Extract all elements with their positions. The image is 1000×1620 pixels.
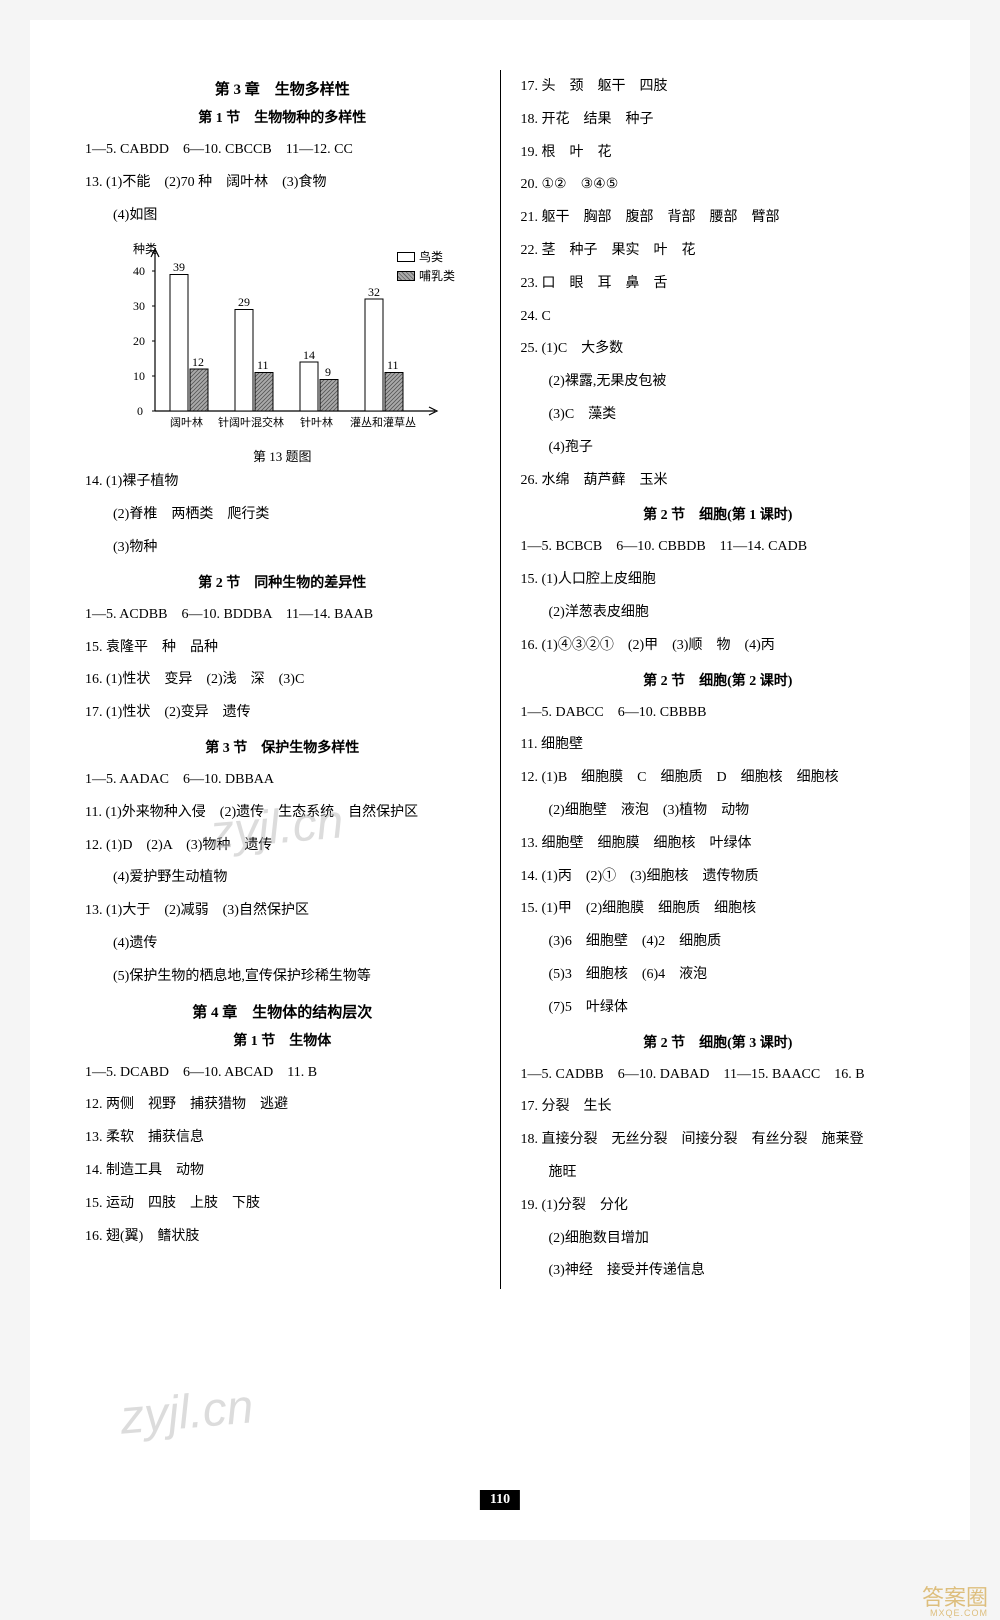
svg-text:32: 32	[368, 285, 380, 299]
answer-line: 11. 细胞壁	[521, 730, 916, 761]
answer-line: (7)5 叶绿体	[521, 993, 916, 1024]
answer-line: 20. ①② ③④⑤	[521, 170, 916, 201]
answer-line: (3)C 藻类	[521, 400, 916, 431]
left-column: 第 3 章 生物多样性 第 1 节 生物物种的多样性 1—5. CABDD 6—…	[70, 70, 495, 1289]
answer-line: (3)神经 接受并传递信息	[521, 1256, 916, 1287]
answer-line: 15. (1)人口腔上皮细胞	[521, 565, 916, 596]
svg-text:阔叶林: 阔叶林	[170, 415, 203, 429]
svg-text:30: 30	[133, 299, 145, 313]
svg-text:针叶林: 针叶林	[300, 415, 333, 429]
legend-label: 鸟类	[419, 248, 443, 265]
answer-line: (3)6 细胞壁 (4)2 细胞质	[521, 927, 916, 958]
answer-line: 22. 茎 种子 果实 叶 花	[521, 236, 916, 267]
answer-line: 14. (1)丙 (2)① (3)细胞核 遗传物质	[521, 862, 916, 893]
corner-brand-sub: MXQE.COM	[930, 1608, 988, 1618]
answer-line: (2)裸露,无果皮包被	[521, 367, 916, 398]
legend-label: 哺乳类	[419, 267, 455, 284]
answer-line: 19. 根 叶 花	[521, 138, 916, 169]
answer-line: 14. (1)裸子植物	[85, 467, 480, 498]
answer-line: 1—5. BCBCB 6—10. CBBDB 11—14. CADB	[521, 532, 916, 563]
answer-line: 17. 分裂 生长	[521, 1092, 916, 1123]
answer-line: (3)物种	[85, 533, 480, 564]
section-3-2-title: 第 2 节 同种生物的差异性	[85, 572, 480, 592]
content-columns: 第 3 章 生物多样性 第 1 节 生物物种的多样性 1—5. CABDD 6—…	[70, 70, 930, 1289]
chapter-3-title: 第 3 章 生物多样性	[85, 78, 480, 99]
answer-line: 11. (1)外来物种入侵 (2)遗传 生态系统 自然保护区	[85, 798, 480, 829]
svg-text:0: 0	[137, 404, 143, 418]
answer-line: 13. 细胞壁 细胞膜 细胞核 叶绿体	[521, 829, 916, 860]
answer-line: 19. (1)分裂 分化	[521, 1191, 916, 1222]
svg-text:14: 14	[303, 348, 315, 362]
answer-line: 1—5. DABCC 6—10. CBBBB	[521, 698, 916, 729]
answer-line: 12. 两侧 视野 捕获猎物 逃避	[85, 1090, 480, 1121]
answer-line: 18. 开花 结果 种子	[521, 105, 916, 136]
svg-text:灌丛和灌草丛: 灌丛和灌草丛	[350, 416, 416, 429]
section-3-3-title: 第 3 节 保护生物多样性	[85, 737, 480, 757]
answer-line: (4)爱护野生动植物	[85, 863, 480, 894]
svg-text:12: 12	[192, 355, 204, 369]
answer-line: 12. (1)D (2)A (3)物种 遗传	[85, 831, 480, 862]
answer-line: 12. (1)B 细胞膜 C 细胞质 D 细胞核 细胞核	[521, 763, 916, 794]
svg-text:针阔叶混交林: 针阔叶混交林	[218, 415, 284, 429]
chapter-4-title: 第 4 章 生物体的结构层次	[85, 1001, 480, 1022]
section-cell-3-title: 第 2 节 细胞(第 3 课时)	[521, 1032, 916, 1052]
section-4-1-title: 第 1 节 生物体	[85, 1030, 480, 1050]
answer-line: 13. (1)大于 (2)减弱 (3)自然保护区	[85, 896, 480, 927]
answer-line: 15. 运动 四肢 上肢 下肢	[85, 1189, 480, 1220]
svg-text:40: 40	[133, 264, 145, 278]
answer-line: 14. 制造工具 动物	[85, 1156, 480, 1187]
answer-line: 1—5. AADAC 6—10. DBBAA	[85, 765, 480, 796]
answer-line: 23. 口 眼 耳 鼻 舌	[521, 269, 916, 300]
answer-line: 1—5. DCABD 6—10. ABCAD 11. B	[85, 1058, 480, 1089]
bar-chart-q13: 种类 0 10 20 30 40	[115, 241, 455, 441]
answer-line: (5)3 细胞核 (6)4 液泡	[521, 960, 916, 991]
watermark: zyjl.cn	[118, 1379, 256, 1445]
answer-line: 26. 水绵 葫芦藓 玉米	[521, 466, 916, 497]
answer-line: 18. 直接分裂 无丝分裂 间接分裂 有丝分裂 施莱登	[521, 1125, 916, 1156]
answer-line: 17. (1)性状 (2)变异 遗传	[85, 698, 480, 729]
section-cell-2-title: 第 2 节 细胞(第 2 课时)	[521, 670, 916, 690]
answer-line: 1—5. CADBB 6—10. DABAD 11—15. BAACC 16. …	[521, 1060, 916, 1091]
answer-line: 17. 头 颈 躯干 四肢	[521, 72, 916, 103]
svg-text:39: 39	[173, 260, 185, 274]
answer-line: 1—5. ACDBB 6—10. BDDBA 11—14. BAAB	[85, 600, 480, 631]
answer-line: 16. (1)④③②① (2)甲 (3)顺 物 (4)丙	[521, 631, 916, 662]
chart-legend: 鸟类 哺乳类	[397, 246, 455, 286]
answer-line: (2)洋葱表皮细胞	[521, 598, 916, 629]
svg-text:11: 11	[387, 358, 399, 372]
svg-text:29: 29	[238, 295, 250, 309]
answer-line: (4)遗传	[85, 929, 480, 960]
answer-line: 24. C	[521, 302, 916, 333]
column-divider	[500, 70, 501, 1289]
x-labels: 阔叶林 针阔叶混交林 针叶林 灌丛和灌草丛	[170, 415, 416, 429]
section-cell-1-title: 第 2 节 细胞(第 1 课时)	[521, 504, 916, 524]
answer-line: 25. (1)C 大多数	[521, 334, 916, 365]
answer-line: 21. 躯干 胸部 腹部 背部 腰部 臂部	[521, 203, 916, 234]
answer-line: (2)脊椎 两栖类 爬行类	[85, 500, 480, 531]
svg-text:11: 11	[257, 358, 269, 372]
answer-line: 施旺	[521, 1158, 916, 1189]
y-axis-label: 种类	[133, 242, 157, 256]
page: 第 3 章 生物多样性 第 1 节 生物物种的多样性 1—5. CABDD 6—…	[30, 20, 970, 1540]
answer-line: (2)细胞壁 液泡 (3)植物 动物	[521, 796, 916, 827]
answer-line: 13. (1)不能 (2)70 种 阔叶林 (3)食物	[85, 168, 480, 199]
answer-line: (4)如图	[85, 201, 480, 232]
answer-line: 15. (1)甲 (2)细胞膜 细胞质 细胞核	[521, 894, 916, 925]
answer-line: 16. (1)性状 变异 (2)浅 深 (3)C	[85, 665, 480, 696]
svg-text:10: 10	[133, 369, 145, 383]
section-3-1-title: 第 1 节 生物物种的多样性	[85, 107, 480, 127]
svg-text:20: 20	[133, 334, 145, 348]
answer-line: (2)细胞数目增加	[521, 1224, 916, 1255]
svg-text:9: 9	[325, 365, 331, 379]
answer-line: 13. 柔软 捕获信息	[85, 1123, 480, 1154]
answer-line: 1—5. CABDD 6—10. CBCCB 11—12. CC	[85, 135, 480, 166]
chart-caption: 第 13 题图	[85, 446, 480, 465]
answer-line: (5)保护生物的栖息地,宣传保护珍稀生物等	[85, 962, 480, 993]
answer-line: (4)孢子	[521, 433, 916, 464]
answer-line: 16. 翅(翼) 鳍状肢	[85, 1222, 480, 1253]
answer-line: 15. 袁隆平 种 品种	[85, 633, 480, 664]
page-number: 110	[480, 1490, 520, 1510]
right-column: 17. 头 颈 躯干 四肢 18. 开花 结果 种子 19. 根 叶 花 20.…	[506, 70, 931, 1289]
y-ticks: 0 10 20 30 40	[133, 264, 155, 418]
